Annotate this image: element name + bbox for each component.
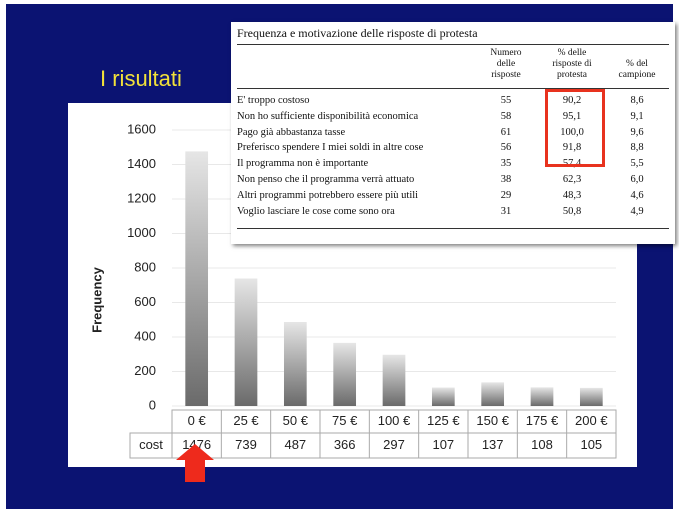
bar	[333, 342, 357, 406]
table-cell: 38	[500, 174, 512, 185]
table-cell: 56	[500, 142, 512, 154]
table-cell: 100,0	[560, 126, 584, 138]
table-cell: 90,2	[562, 95, 582, 106]
table-title: Frequenza e motivazione delle risposte d…	[237, 26, 478, 40]
cost-value: 105	[580, 437, 602, 452]
cost-value: 487	[284, 437, 306, 452]
column-header: Numero delle risposte	[490, 48, 522, 80]
y-tick-label: 200	[134, 363, 156, 378]
table-cell: 31	[500, 205, 512, 217]
x-tick-label: 0 €	[188, 413, 207, 428]
data-table: Frequenza e motivazione delle risposte d…	[231, 22, 675, 244]
cost-value: 108	[531, 437, 553, 452]
table-cell: Il programma non è importante	[237, 158, 369, 170]
y-tick-label: 1200	[127, 190, 156, 205]
table-cell: Preferisco spendere I miei soldi in altr…	[237, 142, 424, 154]
cost-value: 137	[482, 437, 504, 452]
bar	[185, 151, 209, 406]
rule	[237, 228, 669, 229]
table-cell: 4,6	[630, 189, 644, 201]
x-tick-label: 200 €	[575, 413, 608, 428]
cost-value: 297	[383, 437, 405, 452]
y-tick-label: 800	[134, 259, 156, 274]
x-tick-label: 125 €	[427, 413, 460, 428]
table-cell: 62,3	[562, 174, 582, 185]
y-tick-label: 600	[134, 294, 156, 309]
table-cell: 6,0	[630, 174, 644, 185]
highlight-box	[545, 89, 605, 167]
column-header: % del campione	[618, 59, 656, 80]
cost-value: 1476	[182, 437, 211, 452]
table-cell: 91,8	[562, 142, 582, 154]
table-cell: 4,9	[630, 205, 644, 217]
bar	[579, 387, 603, 406]
rule	[237, 88, 669, 89]
bar	[530, 387, 554, 406]
table-cell: 57,4	[562, 158, 582, 170]
table-cell: 5,5	[630, 158, 644, 170]
table-cell: 50,8	[562, 205, 582, 217]
table-cell: Pago già abbastanza tasse	[237, 126, 346, 138]
table-cell: 61	[500, 126, 512, 138]
y-tick-label: 0	[149, 397, 156, 412]
table-cell: Non ho sufficiente disponibilità economi…	[237, 110, 419, 122]
x-tick-label: 175 €	[526, 413, 559, 428]
table-cell: E' troppo costoso	[237, 95, 310, 106]
slide-title: I risultati	[100, 66, 182, 91]
cost-value: 107	[432, 437, 454, 452]
column-header: % delle risposte di protesta	[552, 48, 592, 80]
row-label: cost	[139, 437, 163, 452]
x-tick-label: 100 €	[378, 413, 411, 428]
y-axis-label: Frequency	[89, 266, 104, 333]
table-cell: 58	[500, 110, 512, 122]
bar	[431, 387, 455, 406]
cost-value: 366	[334, 437, 356, 452]
x-tick-label: 150 €	[476, 413, 509, 428]
table-cell: 8,8	[630, 142, 644, 154]
x-tick-label: 75 €	[332, 413, 358, 428]
y-tick-label: 400	[134, 328, 156, 343]
table-cell: 95,1	[562, 110, 582, 122]
table-cell: 35	[500, 158, 512, 170]
table-cell: 9,6	[630, 126, 644, 138]
bar	[283, 321, 307, 406]
table-cell: Non penso che il programma verrà attuato	[237, 174, 415, 185]
table-cell: 55	[500, 95, 512, 106]
y-tick-label: 1400	[127, 156, 156, 171]
bar	[234, 278, 258, 406]
rule	[237, 44, 669, 45]
table-cell: 48,3	[562, 189, 582, 201]
bar	[481, 382, 505, 406]
x-tick-label: 50 €	[283, 413, 309, 428]
x-tick-label: 25 €	[233, 413, 259, 428]
bar	[382, 354, 406, 406]
y-tick-label: 1600	[127, 121, 156, 136]
table-cell: 29	[500, 189, 512, 201]
cost-value: 739	[235, 437, 257, 452]
arrow	[176, 444, 214, 482]
table-cell: Altri programmi potrebbero essere più ut…	[237, 189, 419, 201]
table-cell: Voglio lasciare le cose come sono ora	[237, 205, 395, 217]
y-tick-label: 1000	[127, 225, 156, 240]
table-cell: 9,1	[630, 110, 644, 122]
table-cell: 8,6	[630, 95, 644, 106]
